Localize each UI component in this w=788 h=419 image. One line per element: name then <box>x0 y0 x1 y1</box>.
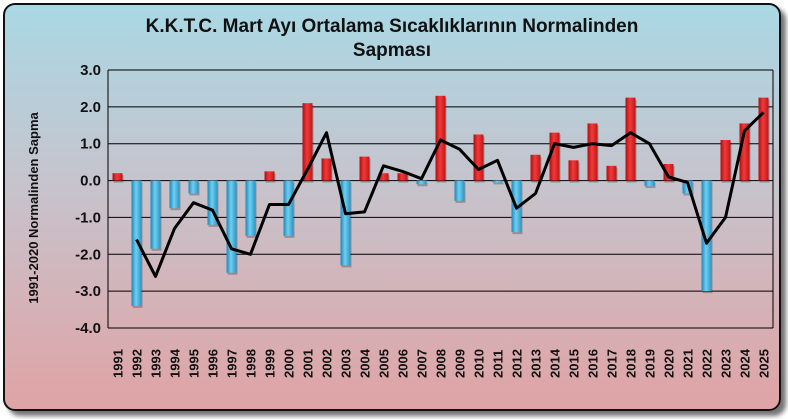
bar <box>758 97 769 181</box>
bar <box>435 95 446 181</box>
bar <box>283 180 294 236</box>
bar <box>663 163 674 181</box>
x-tick-label: 2015 <box>567 349 582 378</box>
x-tick-label: 1998 <box>244 349 259 378</box>
chart-title-line-2: Sapması <box>352 40 432 61</box>
y-tick-label: -2.0 <box>75 246 101 263</box>
x-tick-label: 2023 <box>719 349 734 378</box>
x-tick-label: 2013 <box>529 349 544 378</box>
bar <box>226 180 237 273</box>
bar <box>568 160 579 181</box>
chart-title-line-1: K.K.T.C. Mart Ayı Ortalama Sıcaklıkların… <box>145 16 639 37</box>
x-tick-label: 2008 <box>434 349 449 378</box>
bar <box>644 180 655 187</box>
x-tick-label: 2012 <box>510 349 525 378</box>
bar <box>359 156 370 181</box>
bar <box>340 180 351 266</box>
bar <box>739 123 750 181</box>
bar <box>492 180 503 183</box>
y-tick-label: 2.0 <box>80 99 101 116</box>
bar <box>245 180 256 236</box>
x-tick-label: 1995 <box>187 349 202 378</box>
x-tick-label: 1994 <box>168 348 183 378</box>
bar-shadow <box>417 182 428 187</box>
y-tick-label: -4.0 <box>75 320 101 337</box>
bar <box>397 173 408 181</box>
bar <box>549 132 560 181</box>
bar <box>454 180 465 201</box>
x-tick-label: 2022 <box>700 349 715 378</box>
x-tick-label: 1996 <box>206 349 221 378</box>
bar <box>112 173 123 181</box>
x-tick-label: 2001 <box>301 349 316 378</box>
bar <box>169 180 180 209</box>
bar <box>131 180 142 306</box>
bar <box>606 165 617 181</box>
x-tick-label: 2005 <box>377 349 392 378</box>
x-tick-label: 1997 <box>225 349 240 378</box>
bar <box>207 180 218 225</box>
chart-title: K.K.T.C. Mart Ayı Ortalama Sıcaklıkların… <box>5 15 779 63</box>
trend-line <box>135 111 765 278</box>
x-tick-label: 2002 <box>320 349 335 378</box>
bar <box>720 140 731 181</box>
x-tick-label: 2019 <box>643 349 658 378</box>
bar <box>587 123 598 181</box>
bar <box>264 171 275 181</box>
x-tick-label: 2011 <box>491 350 506 378</box>
x-tick-label: 2016 <box>586 349 601 378</box>
x-tick-label: 2010 <box>472 349 487 378</box>
bar <box>473 134 484 181</box>
x-tick-label: 1992 <box>130 349 145 378</box>
y-tick-label: 3.0 <box>80 62 101 79</box>
bar <box>701 180 712 292</box>
x-tick-label: 2014 <box>548 348 563 378</box>
x-tick-label: 2017 <box>605 349 620 378</box>
y-tick-label: 1.0 <box>80 136 101 153</box>
x-tick-label: 2018 <box>624 349 639 378</box>
bar <box>416 180 427 185</box>
x-tick-label: 2021 <box>681 349 696 378</box>
bar <box>530 154 541 181</box>
bar <box>150 180 161 249</box>
y-tick-label: 0.0 <box>80 173 101 190</box>
bar <box>378 173 389 181</box>
bar <box>302 103 313 181</box>
bar <box>188 180 199 194</box>
x-tick-label: 1999 <box>263 349 278 378</box>
bar <box>625 97 636 181</box>
x-tick-label: 2025 <box>757 349 772 378</box>
x-tick-label: 2006 <box>396 349 411 378</box>
x-tick-label: 2004 <box>358 348 373 378</box>
y-tick-label: -1.0 <box>75 209 101 226</box>
x-tick-label: 1993 <box>149 349 164 378</box>
x-tick-label: 2009 <box>453 349 468 378</box>
y-tick-label: -3.0 <box>75 283 101 300</box>
bar <box>321 158 332 181</box>
bar-shadow <box>493 182 504 185</box>
x-tick-label: 2007 <box>415 349 430 378</box>
x-tick-label: 2024 <box>738 348 753 378</box>
x-tick-label: 2000 <box>282 349 297 378</box>
x-tick-label: 1991 <box>111 349 126 378</box>
x-tick-label: 2020 <box>662 349 677 378</box>
x-tick-label: 2003 <box>339 349 354 378</box>
